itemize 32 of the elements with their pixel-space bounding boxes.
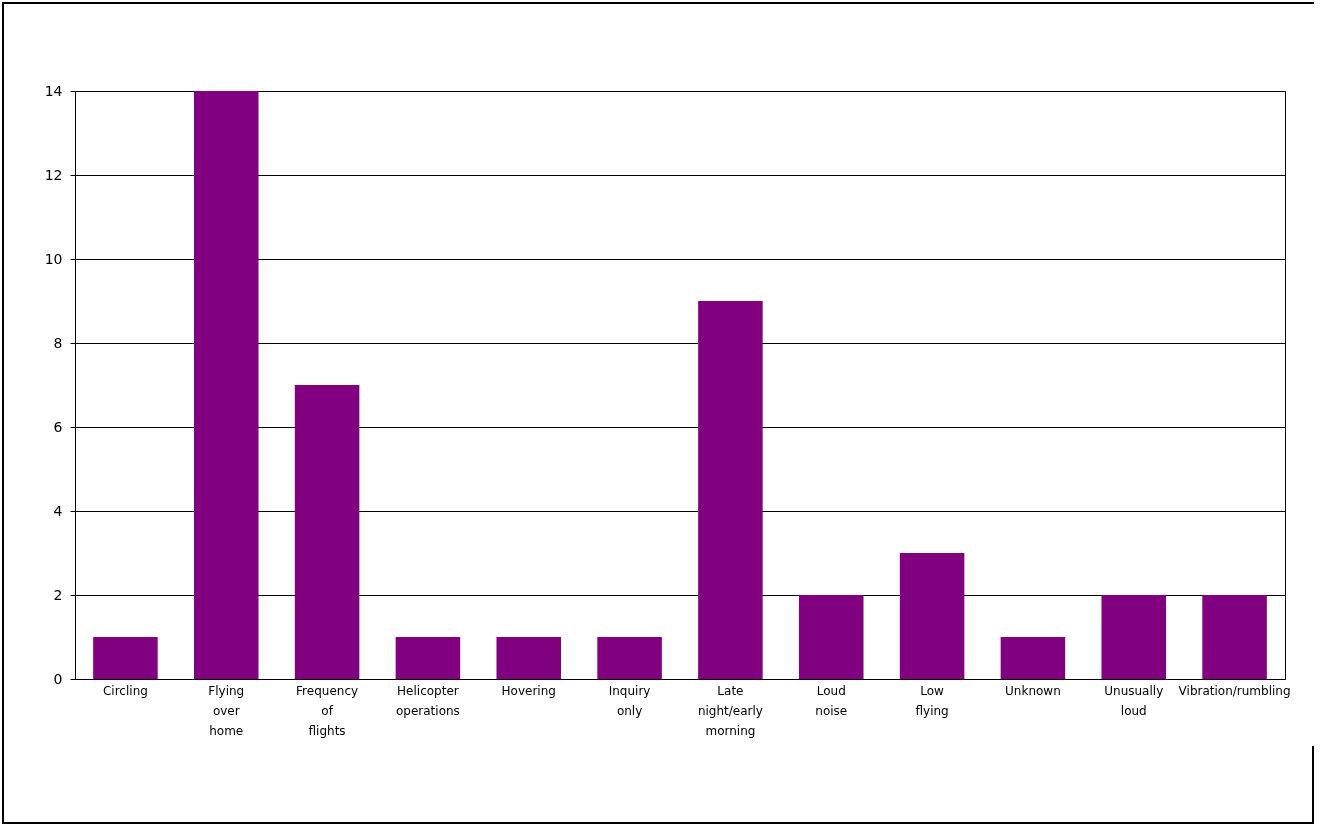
- x-tick-label: Inquiry only: [608, 683, 651, 718]
- y-tick-label: 10: [44, 250, 63, 267]
- bar: [698, 301, 763, 679]
- x-tick-label: Unusually loud: [1104, 683, 1164, 718]
- bar: [496, 637, 562, 679]
- bar: [1101, 595, 1167, 679]
- x-tick-label: Low flying: [915, 683, 949, 718]
- y-tick-label: 12: [44, 166, 63, 183]
- bar: [1000, 637, 1066, 679]
- x-tick-label: Circling: [102, 683, 148, 698]
- bar: [294, 385, 360, 679]
- bar: [395, 637, 461, 679]
- y-tick-label: 8: [53, 334, 63, 351]
- x-tick-label: Hovering: [501, 683, 556, 698]
- x-tick-label: Unknown: [1005, 683, 1061, 698]
- bar: [798, 595, 864, 679]
- bar: [1202, 595, 1267, 679]
- x-tick-label: Late night/early morning: [697, 683, 763, 738]
- y-tick-label: 4: [53, 502, 63, 519]
- x-tick-label: Helicopter operations: [395, 683, 460, 718]
- x-tick-label: Frequency of flights: [296, 683, 359, 738]
- y-tick-label: 2: [53, 586, 63, 603]
- bar: [899, 553, 965, 679]
- y-tick-label: 0: [53, 670, 63, 687]
- bar: [597, 637, 662, 679]
- x-tick-label: Loud noise: [815, 683, 848, 718]
- x-tick-label: Vibration/rumbling: [1178, 683, 1291, 698]
- y-tick-label: 14: [44, 82, 63, 99]
- x-tick-label: Flying over home: [208, 683, 245, 738]
- bar: [93, 637, 158, 679]
- y-tick-label: 6: [53, 418, 63, 435]
- bar: [193, 91, 259, 679]
